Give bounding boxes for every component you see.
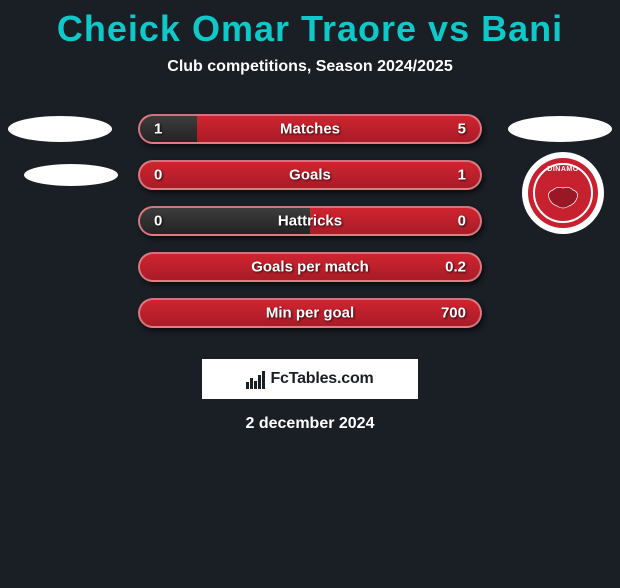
bar-value-right: 5 [458, 121, 466, 138]
stats-chart: 1 Matches 5 0 Goals 1 DINAMO 0 Ha [0, 111, 620, 341]
footer-brand-text: FcTables.com [270, 370, 373, 388]
stat-row: Min per goal 700 [0, 295, 620, 341]
stat-row: 0 Hattricks 0 [0, 203, 620, 249]
stat-bar: 0 Hattricks 0 [138, 206, 482, 236]
bar-label: Matches [280, 121, 340, 138]
bar-label: Min per goal [266, 305, 354, 322]
stat-row: 1 Matches 5 [0, 111, 620, 157]
bar-value-left: 1 [154, 121, 162, 138]
stat-row: Goals per match 0.2 [0, 249, 620, 295]
stat-bar: Goals per match 0.2 [138, 252, 482, 282]
stat-bar: 1 Matches 5 [138, 114, 482, 144]
stat-row: 0 Goals 1 DINAMO [0, 157, 620, 203]
bar-chart-icon [246, 369, 268, 389]
bar-fill-left [140, 116, 197, 142]
page-subtitle: Club competitions, Season 2024/2025 [0, 58, 620, 76]
page-title: Cheick Omar Traore vs Bani [0, 8, 620, 50]
bar-label: Goals [289, 167, 331, 184]
footer-brand-box: FcTables.com [202, 359, 418, 399]
stat-bar: 0 Goals 1 [138, 160, 482, 190]
bar-value-left: 0 [154, 213, 162, 230]
player-left-ellipse [24, 164, 118, 186]
player-right-ellipse [508, 116, 612, 142]
stat-bar: Min per goal 700 [138, 298, 482, 328]
bar-value-left: 0 [154, 167, 162, 184]
team-logo-text: DINAMO [547, 166, 578, 173]
bar-value-right: 1 [458, 167, 466, 184]
bar-value-right: 700 [441, 305, 466, 322]
footer-date: 2 december 2024 [0, 415, 620, 433]
player-left-ellipse [8, 116, 112, 142]
bar-label: Goals per match [251, 259, 369, 276]
bar-value-right: 0 [458, 213, 466, 230]
bar-label: Hattricks [278, 213, 342, 230]
bar-value-right: 0.2 [445, 259, 466, 276]
